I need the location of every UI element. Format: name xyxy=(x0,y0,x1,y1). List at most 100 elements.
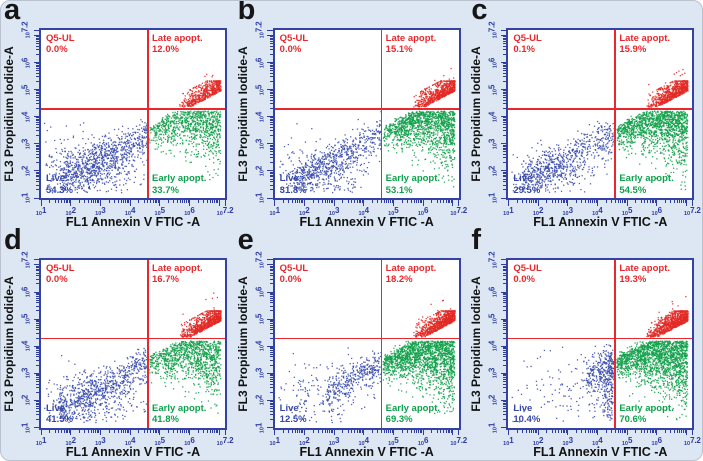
x-minor-tick xyxy=(54,200,56,203)
y-minor-tick xyxy=(269,64,273,66)
x-minor-tick xyxy=(670,429,672,433)
y-minor-tick xyxy=(503,265,507,267)
y-minor-tick xyxy=(503,321,507,323)
y-minor-tick xyxy=(269,173,273,175)
x-minor-tick xyxy=(182,200,184,203)
y-minor-tick xyxy=(269,375,273,377)
log-tick-label: 103 xyxy=(487,138,499,149)
y-major-tick xyxy=(33,89,39,91)
x-minor-tick xyxy=(54,429,56,433)
x-minor-tick xyxy=(564,200,566,203)
y-minor-tick xyxy=(503,70,507,72)
x-minor-tick xyxy=(565,200,567,203)
log-tick-label: 101 xyxy=(269,435,280,447)
y-minor-tick xyxy=(503,135,507,137)
y-major-tick xyxy=(267,34,273,36)
y-major-tick xyxy=(267,427,273,428)
log-tick-label: 107.2 xyxy=(216,206,234,217)
x-minor-tick xyxy=(126,429,128,433)
y-minor-tick xyxy=(503,337,507,339)
y-minor-tick xyxy=(503,359,507,361)
log-tick-label: 105 xyxy=(20,313,32,325)
y-major-tick xyxy=(267,116,273,118)
log-tick-label: 103 xyxy=(562,435,573,447)
y-major-tick xyxy=(33,427,39,428)
x-minor-tick xyxy=(381,429,383,433)
x-minor-tick xyxy=(534,200,536,203)
quadrant-label-upper-right: Late apopt. 18.2% xyxy=(386,263,437,286)
y-minor-tick xyxy=(503,278,507,280)
x-minor-tick xyxy=(206,429,208,433)
quadrant-ll-name: Live xyxy=(279,402,299,414)
x-minor-tick xyxy=(440,200,442,203)
quadrant-ll-value: 31.8% xyxy=(279,184,307,196)
x-minor-tick xyxy=(124,429,126,433)
x-axis-ticks xyxy=(274,429,460,437)
y-minor-tick xyxy=(503,130,507,132)
log-tick-label: 102 xyxy=(299,435,310,447)
y-minor-tick xyxy=(503,76,507,78)
log-tick-label: 104 xyxy=(487,341,499,352)
y-minor-tick xyxy=(269,130,273,132)
x-minor-tick xyxy=(647,429,649,433)
y-major-tick xyxy=(500,345,507,347)
y-major-tick xyxy=(33,291,39,293)
x-minor-tick xyxy=(525,429,527,433)
y-major-tick xyxy=(500,62,507,64)
x-major-tick xyxy=(685,429,687,435)
x-minor-tick xyxy=(558,200,560,203)
y-minor-tick xyxy=(269,72,273,74)
x-minor-tick xyxy=(187,200,189,203)
y-minor-tick xyxy=(36,97,39,99)
log-tick-label: 107.2 xyxy=(254,251,266,268)
y-minor-tick xyxy=(503,292,507,294)
quadrant-ur-name: Late apopt. xyxy=(152,33,203,44)
log-tick-label: 103 xyxy=(328,206,340,217)
x-minor-tick xyxy=(536,429,538,433)
y-major-tick xyxy=(33,62,39,64)
y-minor-tick xyxy=(503,124,507,126)
x-major-tick xyxy=(218,429,220,435)
y-major-tick xyxy=(267,197,273,199)
x-minor-tick xyxy=(377,200,379,203)
x-minor-tick xyxy=(302,200,304,203)
x-minor-tick xyxy=(372,200,374,203)
y-minor-tick xyxy=(269,346,273,348)
x-minor-tick xyxy=(530,429,532,433)
y-minor-tick xyxy=(269,76,273,78)
y-minor-tick xyxy=(269,310,273,312)
x-minor-tick xyxy=(330,200,332,203)
y-minor-tick xyxy=(36,63,39,65)
x-minor-tick xyxy=(312,429,314,433)
x-minor-tick xyxy=(117,429,119,433)
y-major-tick xyxy=(267,259,273,260)
quadrant-gate-horizontal-line xyxy=(508,337,693,339)
x-minor-tick xyxy=(108,200,110,203)
y-minor-tick xyxy=(269,386,273,388)
x-minor-tick xyxy=(525,200,527,203)
log-tick-label: 104 xyxy=(592,435,603,447)
x-minor-tick xyxy=(117,200,119,203)
y-major-tick xyxy=(33,34,39,36)
quadrant-label-lower-left: Live 12.5% xyxy=(280,403,307,426)
x-minor-tick xyxy=(90,429,92,433)
x-minor-tick xyxy=(211,200,213,203)
y-axis-tick-labels: 101 102 103 104 105 106 107.2 xyxy=(254,22,266,204)
y-minor-tick xyxy=(36,176,39,178)
panel-letter: f xyxy=(471,223,481,256)
x-minor-tick xyxy=(128,429,130,433)
x-major-tick xyxy=(656,429,658,435)
x-major-tick xyxy=(537,429,539,435)
log-tick-label: 105 xyxy=(254,313,266,325)
x-minor-tick xyxy=(562,200,564,203)
x-minor-tick xyxy=(389,429,391,433)
y-minor-tick xyxy=(503,401,507,403)
x-minor-tick xyxy=(297,429,299,433)
x-minor-tick xyxy=(644,200,646,203)
x-minor-tick xyxy=(93,429,95,433)
log-tick-label: 102 xyxy=(532,206,544,217)
x-major-tick xyxy=(99,200,101,206)
x-minor-tick xyxy=(447,200,449,203)
y-minor-tick xyxy=(269,418,273,420)
log-tick-label: 105 xyxy=(621,435,633,447)
